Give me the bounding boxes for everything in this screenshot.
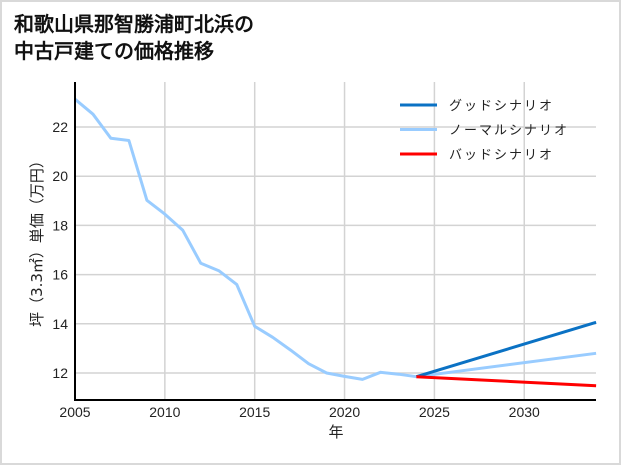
y-tick-label: 14 [52,316,68,332]
y-axis-label: 坪（3.3㎡）単価（万円） [28,153,46,327]
chart-title: 和歌山県那智勝浦町北浜の 中古戸建ての価格推移 [14,11,254,65]
y-tick-label: 22 [52,119,68,135]
y-tick-label: 12 [52,365,68,381]
legend-label: グッドシナリオ [449,99,554,114]
legend-label: バッドシナリオ [449,148,554,163]
y-tick-label: 18 [52,217,68,233]
x-tick-labels: 2005 2010 2015 2020 2025 2030 [59,404,540,420]
x-tick-label: 2010 [149,404,180,420]
series-line [74,98,597,381]
x-tick-label: 2030 [509,404,540,420]
y-tick-labels: 12 14 16 18 20 22 [52,119,68,381]
x-tick-label: 2005 [59,404,90,420]
series-line [415,320,597,379]
axes [74,82,596,401]
x-tick-label: 2025 [419,404,450,420]
x-tick-label: 2015 [239,404,270,420]
x-axis-label: 年 [328,423,343,441]
y-tick-label: 16 [52,267,68,283]
y-tick-label: 20 [52,168,68,184]
chart-title-line2: 中古戸建ての価格推移 [14,39,214,63]
data-series [74,98,597,388]
chart-title-line1: 和歌山県那智勝浦町北浜の [14,12,254,36]
legend-label: ノーマルシナリオ [449,124,569,139]
x-tick-label: 2020 [329,404,360,420]
series-line [416,375,597,388]
